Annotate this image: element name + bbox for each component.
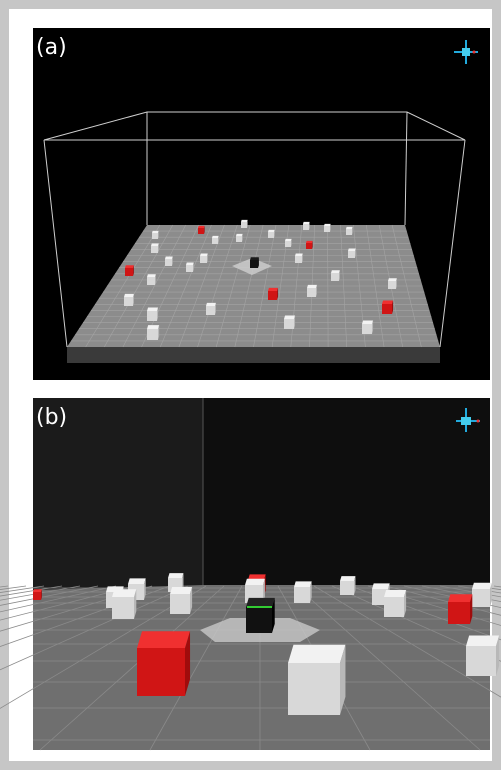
cube-front	[382, 304, 392, 314]
cube-top	[112, 589, 136, 597]
cube-front	[152, 233, 158, 239]
figure: (a) (b)	[0, 0, 501, 770]
cube-front	[147, 277, 155, 285]
cube-front	[307, 288, 316, 297]
cube-front	[250, 260, 258, 268]
cube-front	[206, 306, 215, 315]
panel-label: (b)	[36, 405, 67, 430]
cube-top	[362, 321, 373, 325]
cube-front	[246, 607, 272, 633]
cube-top	[303, 222, 310, 224]
cube-front	[151, 246, 158, 253]
cube-top	[236, 234, 243, 236]
cube-top	[306, 241, 313, 243]
cube-top	[294, 581, 312, 587]
cube-top	[246, 598, 275, 607]
cube-top	[346, 227, 353, 229]
cube-front	[288, 663, 340, 715]
cube-top	[307, 285, 317, 288]
cube-front	[112, 597, 134, 619]
panel-label: (a)	[36, 35, 67, 60]
cube-top	[170, 587, 192, 594]
cube-top	[284, 316, 295, 320]
cube-top	[125, 265, 134, 268]
cube-top	[147, 308, 158, 312]
cube-front	[340, 581, 354, 595]
cube-top	[206, 303, 216, 306]
cube-top	[285, 239, 292, 241]
cube-top	[331, 270, 340, 273]
cube-front	[348, 251, 355, 258]
cube-top	[466, 636, 499, 647]
cube-front	[472, 589, 490, 607]
cube-front	[324, 226, 330, 232]
cube-top	[124, 294, 134, 297]
cube-front	[346, 229, 352, 235]
cube-front	[331, 273, 339, 281]
cube-front	[186, 265, 193, 272]
cube-top	[268, 288, 278, 291]
cube-front	[303, 224, 309, 230]
cube-top	[137, 631, 190, 648]
cube-top	[33, 589, 42, 592]
cube-front	[170, 594, 190, 614]
cube-top	[340, 576, 355, 581]
panel-b: (b)	[0, 398, 501, 750]
cube-front	[212, 238, 218, 244]
cube-top	[382, 301, 393, 305]
cube-top	[288, 645, 345, 663]
cube-top	[147, 274, 156, 277]
cube-front	[147, 329, 158, 340]
cube-front	[384, 597, 404, 617]
cube-front	[466, 646, 496, 676]
cube-front	[448, 602, 470, 624]
cube-top	[241, 220, 248, 222]
panel-a: (a)	[33, 28, 490, 380]
cube-top	[165, 257, 173, 259]
cube-front	[165, 259, 172, 266]
cube-front	[236, 236, 242, 242]
cube-top	[168, 573, 183, 578]
cube-top	[268, 230, 275, 232]
cube-front	[137, 648, 185, 696]
cube-top	[212, 236, 219, 238]
cube-front	[294, 587, 310, 603]
cube-front	[285, 241, 291, 247]
cube-front	[147, 311, 157, 321]
cube-top	[200, 254, 208, 256]
cube-front	[362, 324, 372, 334]
cube-front	[268, 232, 274, 238]
cube-front	[200, 256, 207, 263]
cube-front	[388, 281, 396, 289]
cube-top	[348, 249, 356, 251]
cube-front	[268, 291, 277, 300]
cube-front	[295, 256, 302, 263]
cube-front	[241, 222, 247, 228]
cube-top	[186, 263, 194, 265]
cube-top	[472, 583, 492, 589]
cube-top	[295, 254, 303, 256]
cube-top	[324, 224, 331, 226]
cube-front	[306, 243, 312, 249]
cube-front	[124, 297, 133, 306]
cube-top	[384, 590, 406, 597]
cube-front	[33, 592, 41, 600]
cube-top	[448, 594, 472, 602]
cube-front	[198, 228, 204, 234]
cube-top	[128, 578, 146, 584]
cube-top	[198, 226, 205, 228]
cube-top	[388, 278, 397, 281]
cube-top	[152, 231, 159, 233]
cube-top	[151, 244, 159, 246]
cube-top	[245, 579, 265, 585]
cube-front	[284, 319, 294, 329]
cube-top	[250, 257, 259, 260]
cube-top	[372, 583, 390, 589]
cube-top	[147, 325, 159, 329]
cube-front	[125, 268, 133, 276]
floor-slab	[67, 347, 440, 363]
